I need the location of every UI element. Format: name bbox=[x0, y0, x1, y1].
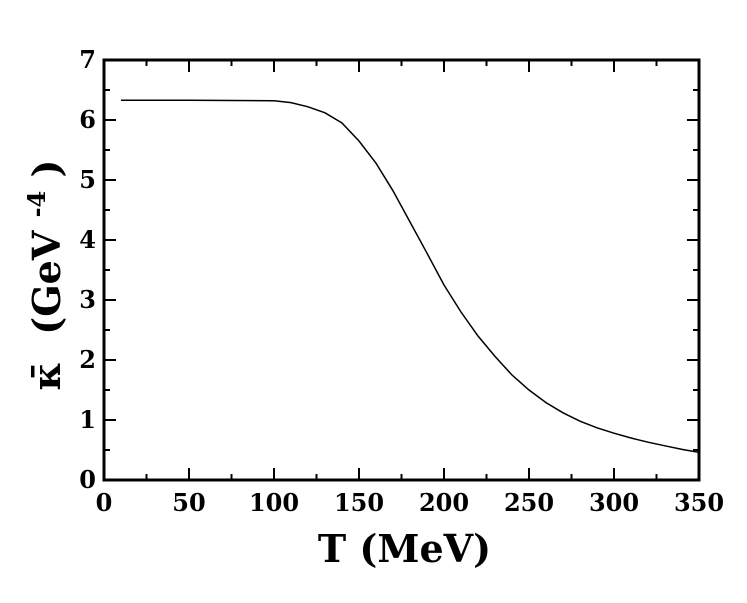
y-tick-label: 3 bbox=[79, 285, 96, 314]
x-tick-label: 350 bbox=[674, 488, 724, 517]
y-axis-unit-exponent: -4 bbox=[22, 191, 51, 218]
y-tick-label: 6 bbox=[79, 105, 96, 134]
x-tick-label: 50 bbox=[172, 488, 205, 517]
series-line bbox=[121, 99, 700, 454]
x-tick-label: 0 bbox=[96, 488, 113, 517]
x-tick-label: 300 bbox=[589, 488, 639, 517]
y-axis-symbol: κ̄ bbox=[24, 362, 69, 390]
y-axis-title: κ̄ (GeV -4 ) bbox=[9, 160, 69, 391]
labels-layer: 0 50 100 150 200 250 300 350 0 1 2 3 4 5 6 7 bbox=[79, 45, 724, 517]
y-tick-label: 5 bbox=[79, 165, 96, 194]
x-tick-label: 100 bbox=[249, 488, 299, 517]
x-axis-title: T (MeV) bbox=[318, 526, 491, 571]
y-tick-label: 4 bbox=[79, 225, 96, 254]
x-tick-label: 200 bbox=[419, 488, 469, 517]
y-tick-label: 7 bbox=[79, 45, 96, 74]
ticks-layer bbox=[103, 59, 700, 481]
y-axis-unit-open: (GeV bbox=[24, 229, 69, 335]
x-tick-label: 150 bbox=[334, 488, 384, 517]
y-tick-label: 2 bbox=[79, 345, 96, 374]
x-tick-label: 250 bbox=[504, 488, 554, 517]
y-tick-label: 1 bbox=[79, 405, 96, 434]
plot-frame bbox=[102, 58, 701, 482]
y-axis-unit-close: ) bbox=[24, 160, 69, 178]
y-tick-label: 0 bbox=[79, 465, 96, 494]
